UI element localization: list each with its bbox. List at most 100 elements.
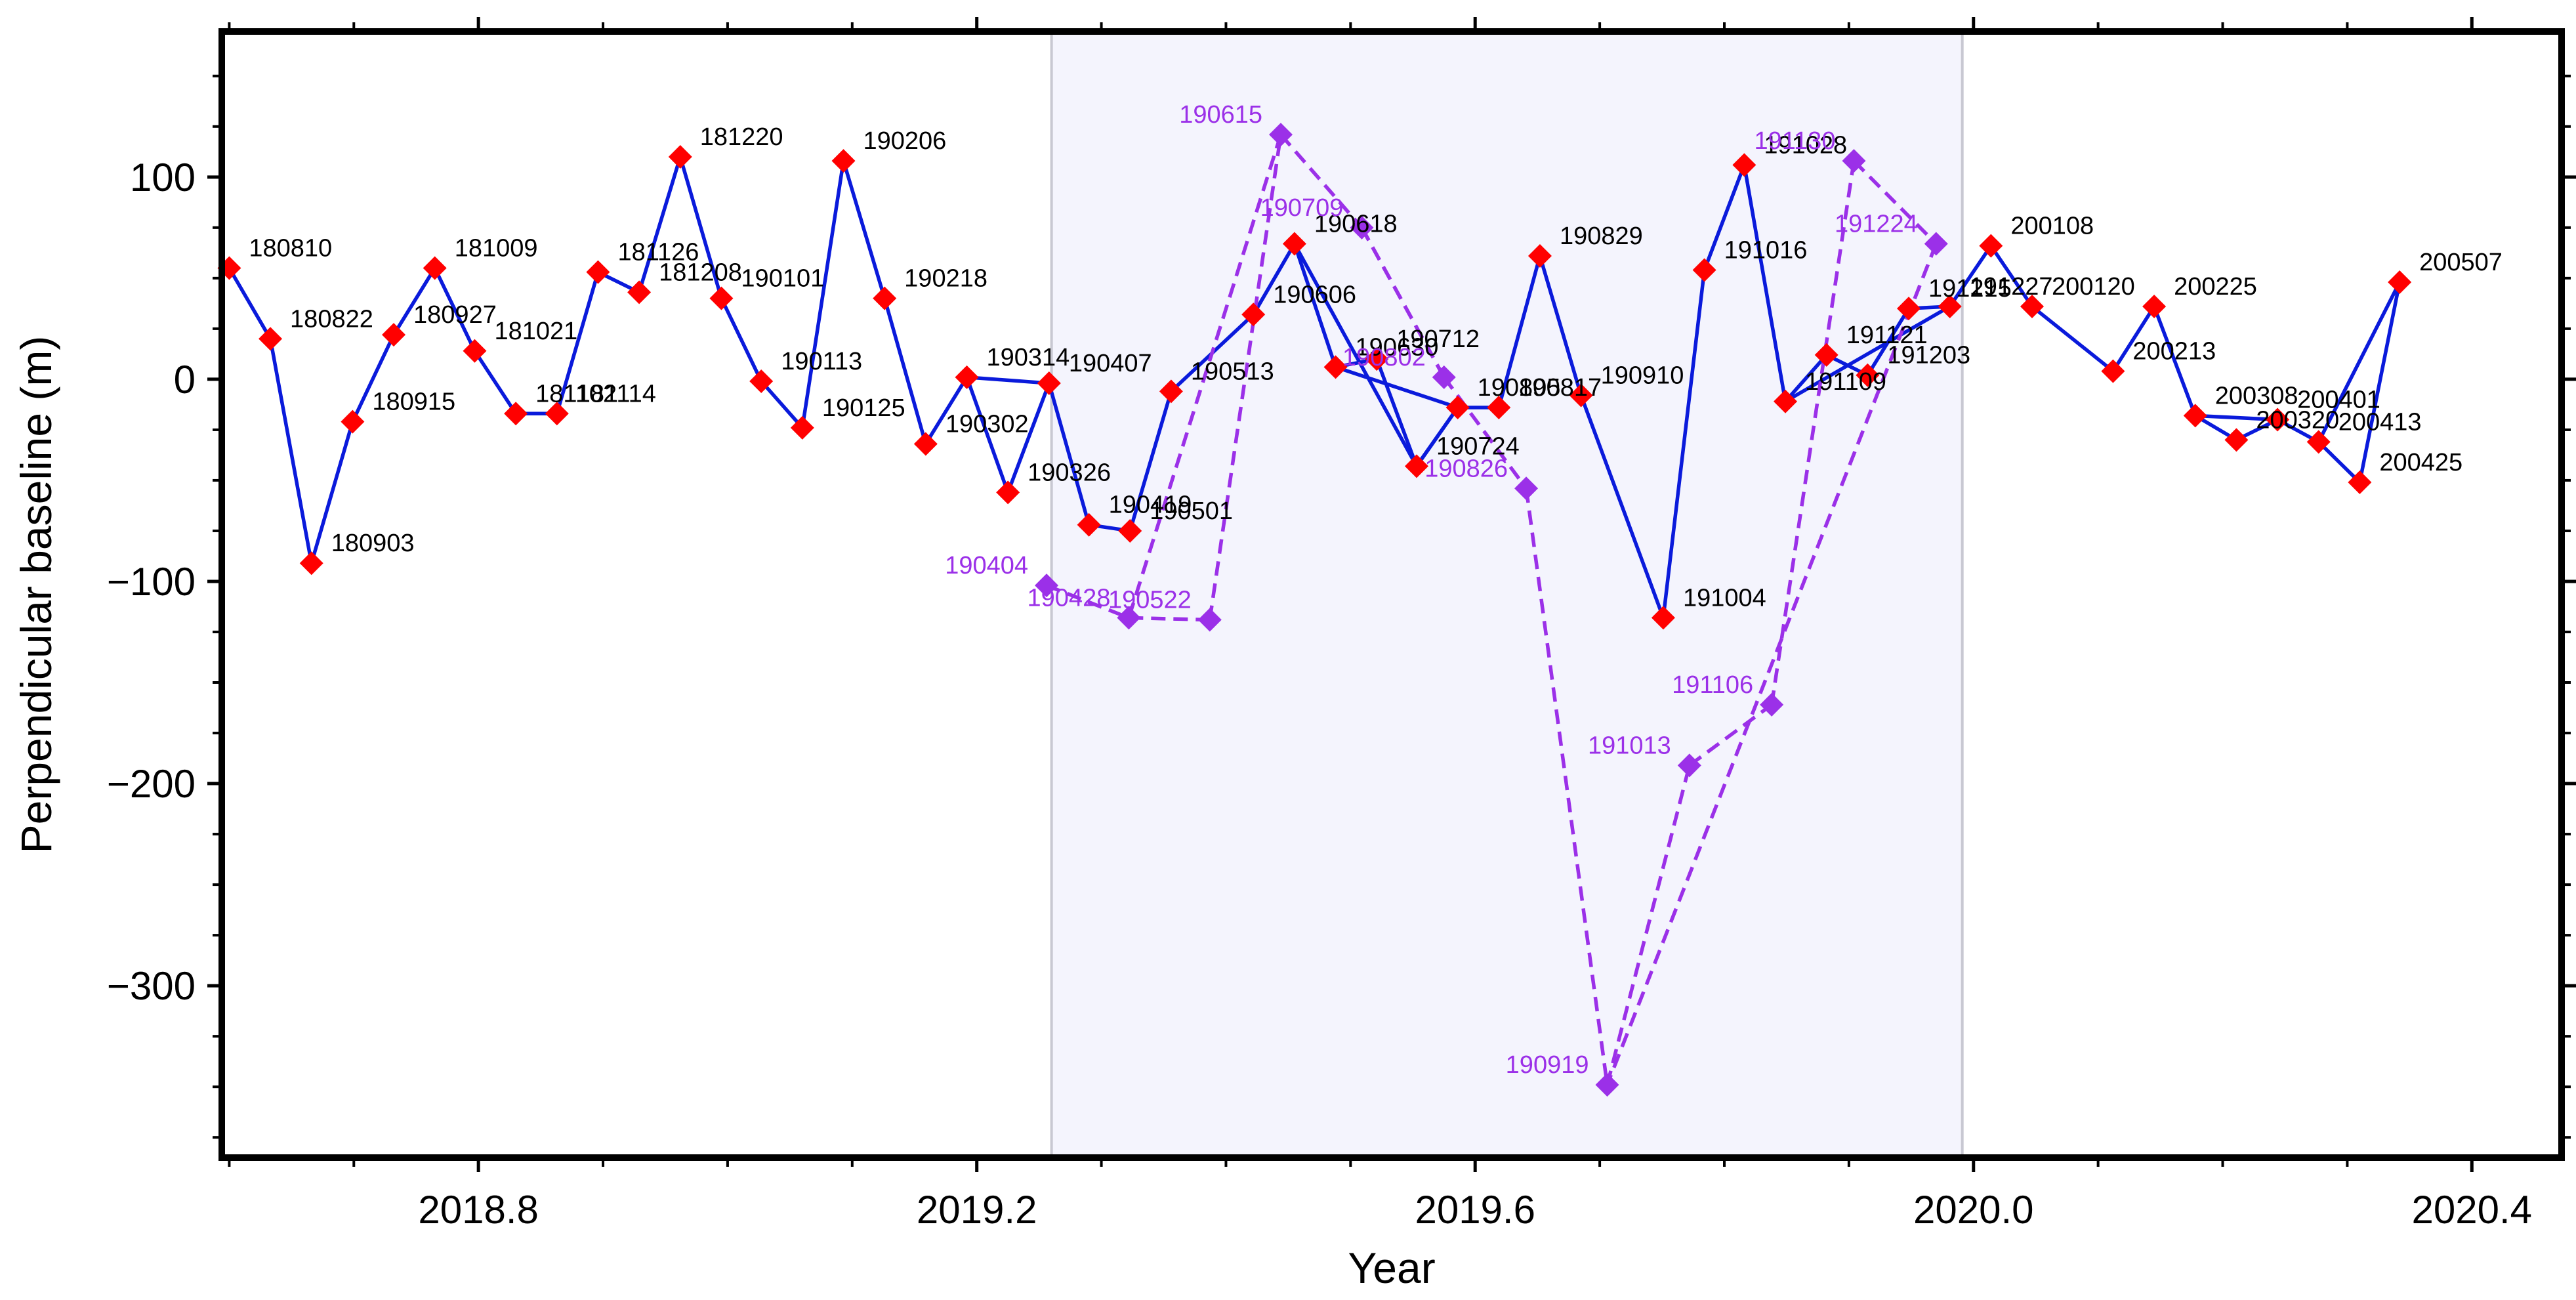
series-a-marker [1938, 294, 1962, 318]
series-a-point-label: 190501 [1150, 497, 1233, 525]
series-a-marker [423, 256, 447, 280]
series-a-edge [1293, 243, 1419, 467]
series-b-point-label: 191106 [1672, 671, 1753, 699]
series-a-marker [1323, 355, 1348, 379]
series-b-marker [1842, 149, 1866, 173]
series-a-marker [463, 339, 487, 363]
series-a-edge [1784, 304, 1951, 404]
series-a-edge [2317, 281, 2401, 443]
series-b-edge [1127, 134, 1283, 619]
series-a-point-label: 181220 [700, 123, 783, 151]
series-b-point-label: 191224 [1835, 210, 1918, 238]
y-tick-label: 100 [130, 156, 196, 199]
series-b-edge [1129, 616, 1210, 622]
series-a-marker [873, 286, 897, 310]
series-a-marker [1365, 347, 1389, 371]
series-a-edge [1006, 383, 1051, 493]
series-a-point-label: 190419 [1109, 492, 1192, 519]
series-b-edge [1770, 160, 1856, 705]
y-tick-label: 0 [174, 358, 196, 402]
series-a-point-label: 190910 [1601, 362, 1684, 390]
series-a-point-label: 190724 [1436, 432, 1520, 460]
series-b-marker [1595, 1073, 1619, 1097]
series-a-point-label: 191227 [1970, 273, 2053, 301]
series-a-marker [1651, 606, 1675, 630]
series-a-point-label: 180927 [413, 301, 497, 329]
series-a-point-label: 190302 [945, 410, 1029, 438]
series-a-point-label: 191004 [1683, 584, 1766, 612]
series-a-marker [2266, 408, 2290, 432]
series-a-point-label: 200213 [2132, 338, 2216, 366]
series-b-marker [1035, 574, 1059, 598]
series-a-point-label: 190101 [741, 265, 824, 293]
series-a-point-label: 190817 [1518, 374, 1602, 402]
series-a-marker [2224, 428, 2249, 452]
series-b-point-label: 190615 [1179, 101, 1262, 129]
plot-frame [218, 28, 2565, 1161]
point-labels: 180810 180822 180903 180915 180927 181009 1810… [249, 101, 2503, 1079]
series-a-point-label: 191121 [1846, 322, 1928, 349]
series-a-marker [545, 402, 569, 426]
series-a-marker [504, 402, 528, 426]
series-b-edge [1852, 159, 1938, 245]
series-a-marker [1445, 396, 1470, 420]
series-a-point-label: 190829 [1560, 222, 1643, 250]
series-a-marker [1118, 518, 1142, 543]
series-b-lines [1046, 133, 1938, 1086]
x-tick-label: 2018.8 [418, 1188, 539, 1232]
series-a-marker [913, 432, 938, 456]
series-a-point-label: 200413 [2338, 408, 2422, 436]
series-a-point-label: 181208 [659, 259, 742, 286]
series-b-marker [1350, 215, 1374, 240]
series-b-point-label: 191013 [1588, 732, 1671, 759]
series-a-point-label: 190805 [1478, 374, 1561, 402]
series-b-point-label: 190428 [1028, 584, 1111, 612]
series-a-line [228, 155, 2401, 620]
series-a-marker [1487, 396, 1511, 420]
series-a-marker [1856, 363, 1880, 387]
series-a-marker [259, 327, 283, 351]
series-b-point-label: 190919 [1506, 1051, 1589, 1079]
series-a-marker [2101, 359, 2125, 383]
series-a-marker [955, 365, 979, 389]
series-b-edge [1360, 226, 1446, 379]
series-b-point-label: 190522 [1108, 587, 1192, 614]
series-a-lines [228, 155, 2401, 620]
series-a-point-label: 191203 [1887, 342, 1970, 369]
y-tick-label: −200 [107, 762, 196, 806]
series-b-edge [1605, 765, 1692, 1085]
series-b-marker [1117, 606, 1141, 630]
series-a-marker [1569, 383, 1593, 408]
series-a-marker [996, 480, 1020, 505]
series-a-edge [2195, 413, 2278, 422]
series-a-marker [709, 286, 734, 310]
series-b-edge [1605, 243, 1938, 1086]
series-a-marker [2142, 294, 2167, 318]
series-a-marker [1692, 258, 1716, 282]
series-b-marker [1197, 608, 1222, 632]
series-a-point-label: 181021 [494, 318, 577, 345]
series-a-marker [1282, 232, 1306, 256]
series-a-point-label: 190407 [1069, 350, 1152, 377]
series-a-point-label: 181126 [617, 239, 699, 266]
y-axis-title: Perpendicular baseline (m) [12, 336, 60, 854]
series-b-point-label: 190404 [945, 552, 1028, 579]
x-axis-title: Year [1348, 1244, 1435, 1292]
series-b-marker [1432, 365, 1456, 389]
tick-labels: 2018.8 2019.2 2019.6 2020.0 2020.4 100 0 −100 −2… [107, 156, 2532, 1232]
series-b-point-label: 191130 [1754, 127, 1835, 155]
series-a-point-label: 180915 [372, 388, 455, 416]
series-a-marker [1979, 234, 2003, 258]
series-a-point-label: 181009 [455, 234, 538, 262]
x-tick-label: 2019.2 [917, 1188, 1037, 1232]
series-a-point-label: 200120 [2052, 273, 2135, 301]
series-b-marker [1514, 476, 1539, 501]
series-a-point-label: 200425 [2379, 449, 2462, 476]
series-a-marker [341, 409, 365, 434]
series-a-marker [1814, 343, 1839, 367]
series-a-point-label: 180822 [290, 305, 373, 333]
series-b-point-label: 190826 [1424, 455, 1508, 482]
series-a-marker [2020, 294, 2044, 318]
series-a-marker [1159, 379, 1183, 404]
